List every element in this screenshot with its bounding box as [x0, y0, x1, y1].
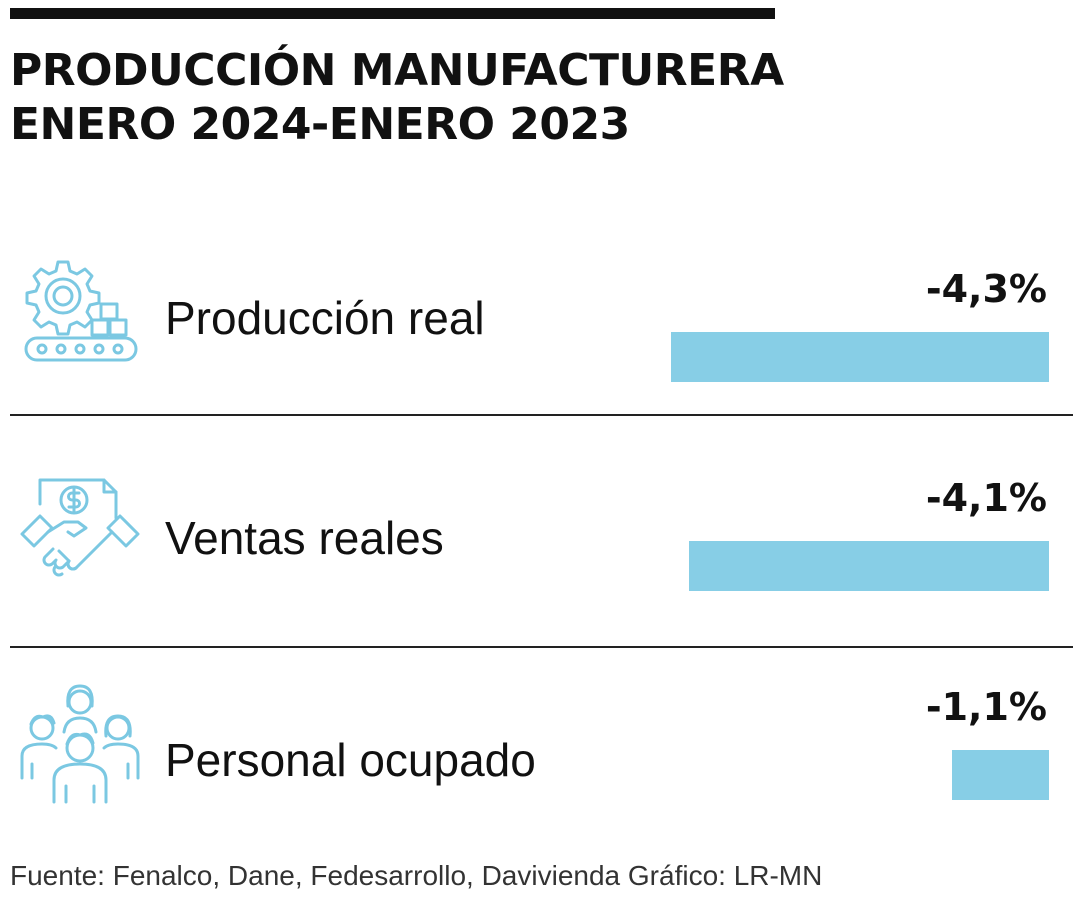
factory-gear-conveyor-icon [18, 256, 142, 380]
bar-track [671, 332, 1049, 382]
data-label: -1,1% [925, 685, 1047, 729]
row-divider [10, 646, 1073, 648]
row-personal-ocupado: Personal ocupado -1,1% [0, 660, 1080, 860]
bar [689, 541, 1049, 591]
team-people-icon [18, 682, 142, 806]
bar [671, 332, 1049, 382]
row-produccion-real: Producción real -4,3% [0, 230, 1080, 430]
data-label: -4,1% [925, 476, 1047, 520]
bar [952, 750, 1049, 800]
category-label: Personal ocupado [165, 734, 536, 786]
category-label: Producción real [165, 292, 485, 344]
handshake-money-icon [18, 474, 142, 598]
source-credit: Fuente: Fenalco, Dane, Fedesarrollo, Dav… [10, 860, 823, 891]
chart-title: PRODUCCIÓN MANUFACTURERA ENERO 2024-ENER… [10, 44, 784, 152]
bar-track [671, 541, 1049, 591]
bar-track [671, 750, 1049, 800]
top-rule [10, 8, 775, 19]
title-line-2: ENERO 2024-ENERO 2023 [10, 99, 630, 150]
row-divider [10, 414, 1073, 416]
category-label: Ventas reales [165, 512, 444, 564]
row-ventas-reales: Ventas reales -4,1% [0, 450, 1080, 650]
title-line-1: PRODUCCIÓN MANUFACTURERA [10, 45, 784, 96]
data-label: -4,3% [925, 267, 1047, 311]
